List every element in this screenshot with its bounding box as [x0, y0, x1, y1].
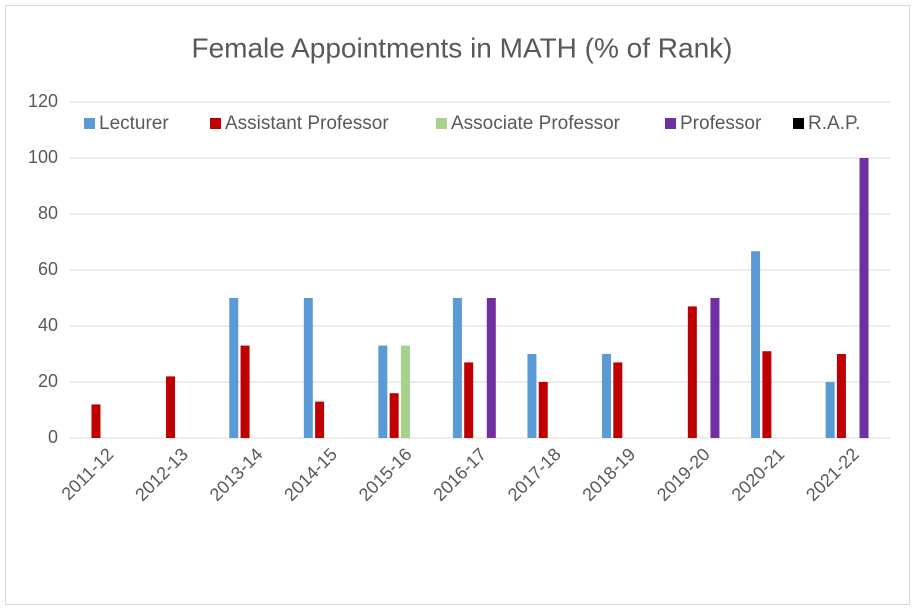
y-tick-label: 60: [38, 259, 58, 279]
bar: [486, 298, 496, 438]
y-tick-label: 40: [38, 315, 58, 335]
legend-label: Lecturer: [99, 113, 169, 134]
bar: [303, 298, 313, 438]
legend-label: Assistant Professor: [225, 113, 389, 134]
legend-label: Professor: [680, 113, 762, 134]
bar: [687, 306, 697, 438]
chart-title: Female Appointments in MATH (% of Rank): [191, 32, 732, 63]
bar: [378, 345, 388, 438]
bar: [601, 354, 611, 438]
legend-swatch: [793, 118, 804, 129]
bar: [538, 382, 548, 438]
legend-swatch: [436, 118, 447, 129]
bar: [452, 298, 462, 438]
y-tick-label: 20: [38, 371, 58, 391]
bar: [751, 251, 761, 438]
legend-swatch: [84, 118, 95, 129]
bar: [166, 376, 176, 438]
bar: [836, 354, 846, 438]
y-tick-label: 120: [28, 91, 58, 111]
bar: [527, 354, 537, 438]
legend-label: Associate Professor: [451, 113, 621, 134]
bar: [613, 362, 623, 438]
bar: [825, 382, 835, 438]
bar: [710, 298, 720, 438]
bar: [91, 404, 101, 438]
y-tick-label: 0: [48, 427, 58, 447]
legend-label: R.A.P.: [808, 113, 860, 134]
bar: [229, 298, 239, 438]
legend-swatch: [210, 118, 221, 129]
bar: [762, 351, 772, 438]
bar: [464, 362, 474, 438]
legend-swatch: [665, 118, 676, 129]
bar: [315, 401, 325, 438]
y-tick-label: 100: [28, 147, 58, 167]
bar: [389, 393, 399, 438]
bar: [859, 158, 869, 438]
y-tick-label: 80: [38, 203, 58, 223]
bar: [400, 345, 410, 438]
bar: [240, 345, 250, 438]
